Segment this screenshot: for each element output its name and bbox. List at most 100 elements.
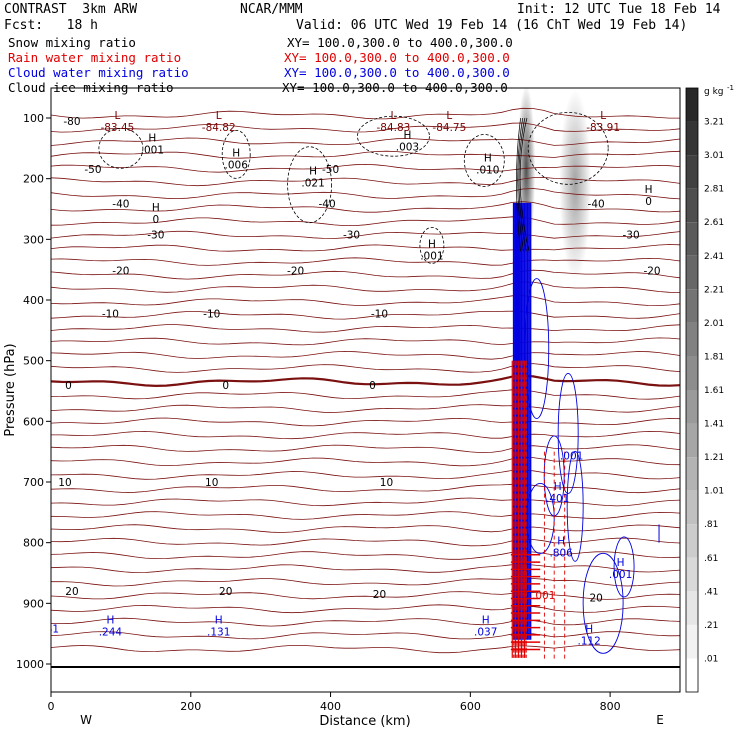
- temperature-label: 10: [380, 477, 393, 489]
- header-center: NCAR/MMM: [240, 2, 303, 17]
- extremum-mark: L: [391, 110, 397, 122]
- temperature-contour: [51, 363, 680, 373]
- temperature-contour: [51, 551, 680, 560]
- temperature-contour: [51, 244, 680, 252]
- x-tick-label: 600: [460, 700, 481, 713]
- temperature-contour: [51, 176, 680, 187]
- colorbar-tick-label: 1.41: [704, 420, 724, 430]
- colorbar-tick-label: 3.01: [704, 151, 724, 161]
- snow-contour: [287, 146, 332, 224]
- colorbar-tick-label: .81: [704, 520, 718, 530]
- temperature-label: 20: [65, 586, 78, 598]
- colorbar-tick-label: .21: [704, 621, 718, 631]
- colorbar-swatch: [686, 591, 698, 625]
- temperature-contour: [51, 230, 680, 239]
- colorbar-swatch: [686, 557, 698, 592]
- cloud-water-contour: [557, 373, 579, 494]
- temperature-label: 20: [589, 592, 602, 604]
- temperature-contour: [51, 350, 680, 360]
- snow-contour: [419, 226, 445, 264]
- y-axis-title: Pressure (hPa): [3, 343, 18, 436]
- temperature-label: -50: [84, 164, 101, 176]
- colorbar-swatch: [686, 255, 698, 290]
- colorbar-swatch: [686, 457, 698, 491]
- legend-snow-xy: XY= 100.0,300.0 to 400.0,300.0: [287, 35, 513, 50]
- temperature-contour: [51, 511, 680, 520]
- colorbar-swatch: [686, 658, 698, 692]
- extremum-value: -84.75: [432, 122, 466, 134]
- colorbar-frame: [685, 87, 699, 693]
- snow-contours: [98, 111, 609, 264]
- extremum-value: -83.91: [586, 122, 620, 134]
- extremum-value: .037: [474, 627, 497, 639]
- legend-snow-label: Snow mixing ratio: [8, 35, 136, 50]
- temperature-label: 0: [222, 380, 229, 392]
- temperature-contour: [51, 107, 680, 120]
- colorbar-swatch: [686, 624, 698, 659]
- x-tick-label: 200: [180, 700, 201, 713]
- extremum-value: .001: [141, 144, 164, 156]
- temperature-label: 10: [58, 477, 71, 489]
- snow-contour: [518, 117, 527, 252]
- colorbar: 3.21 3.01 2.81 2.61 2.41 2.21 2.01 1.81 1.61 1.41…: [685, 84, 734, 693]
- temperature-contour: [51, 604, 680, 614]
- temperature-contour: [51, 374, 680, 388]
- colorbar-swatch: [686, 155, 698, 189]
- colorbar-swatch: [686, 188, 698, 223]
- colorbar-tick-label: 1.61: [704, 386, 724, 396]
- temperature-contour: [51, 577, 680, 587]
- extremum-value: .112: [577, 636, 600, 648]
- extremum-value: .001: [420, 250, 443, 262]
- temperature-contour: [51, 631, 680, 640]
- extremum-value: .006: [225, 159, 249, 171]
- x-axis: 0 200 400 600 800: [48, 692, 621, 713]
- extremum-value: 0: [645, 196, 652, 208]
- snow-contour: [519, 117, 530, 252]
- legend-rain-xy: XY= 100.0,300.0 to 400.0,300.0: [284, 50, 510, 65]
- extremum-mark: H: [309, 166, 317, 178]
- snow-contour: [516, 117, 522, 252]
- temperature-contour: [51, 188, 680, 200]
- temperature-label: -50: [322, 164, 339, 176]
- y-tick-label: 400: [23, 294, 44, 307]
- x-tick-label: 0: [48, 700, 55, 713]
- colorbar-swatch: [686, 121, 698, 156]
- extremum-mark: H: [617, 557, 625, 569]
- header-model: CONTRAST 3km ARW: [4, 2, 138, 17]
- y-tick-label: 800: [23, 537, 44, 550]
- temperature-contour: [51, 469, 680, 480]
- colorbar-tick-label: 2.41: [704, 252, 724, 262]
- legend-cloud-water-label: Cloud water mixing ratio: [8, 65, 189, 80]
- colorbar-unit: g kg: [704, 87, 724, 97]
- cloud-water-contour: [613, 536, 635, 598]
- colorbar-swatch: [686, 423, 698, 458]
- temperature-label: 0: [369, 380, 376, 392]
- temperature-contour: [51, 122, 680, 133]
- extremum-mark: L: [216, 110, 222, 122]
- extremum-mark: H: [557, 536, 565, 548]
- extremum-mark: H: [428, 238, 436, 250]
- y-tick-label: 500: [23, 355, 44, 368]
- temperature-contour: [51, 295, 680, 307]
- y-axis: 100 200 300 400 500 600 700 800 900 1000: [16, 112, 51, 671]
- y-tick-label: 600: [23, 415, 44, 428]
- colorbar-swatch: [686, 356, 698, 390]
- temperature-label: -30: [343, 229, 360, 241]
- colorbar-tick-label: 2.81: [704, 185, 724, 195]
- colorbar-tick-label: .41: [704, 587, 718, 597]
- extremum-value: .003: [396, 141, 419, 153]
- plot-frame: [50, 87, 681, 693]
- extremum-value: .001: [560, 451, 583, 463]
- temperature-contour: [51, 537, 680, 547]
- colorbar-swatch: [686, 524, 698, 558]
- ice-plume-tail: [559, 89, 592, 280]
- temperature-label: -40: [588, 199, 605, 211]
- colorbar-tick-label: 3.21: [704, 118, 724, 128]
- header-init: Init: 12 UTC Tue 18 Feb 14: [517, 2, 721, 17]
- extremum-value: 0: [152, 214, 159, 226]
- colorbar-swatch: [686, 390, 698, 424]
- snow-contour: [357, 115, 430, 157]
- temperature-contour: [51, 281, 680, 293]
- extremum-mark: H: [152, 202, 160, 214]
- temperature-label: -80: [63, 116, 80, 128]
